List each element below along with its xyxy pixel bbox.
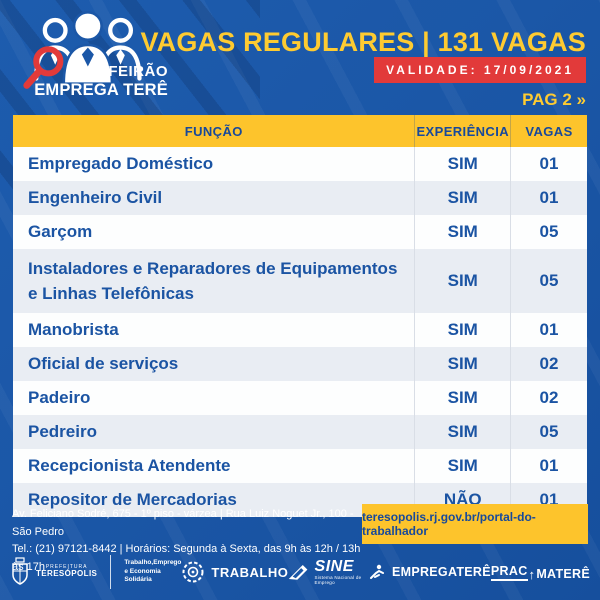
logo-line2: EMPREGA TERÊ [34,80,168,99]
up-arrow-icon: ↑ [528,566,536,582]
funcao-cell: Garçom [28,222,93,242]
funcao-cell: Instaladores e Reparadores de Equipament… [28,258,398,304]
partner-logos-bar: PREFEITURA TERESÓPOLIS Trabalho,Emprego … [10,547,590,597]
experiencia-cell: SIM [414,381,511,415]
people-search-icon [23,11,142,89]
table-row: Pedreiro SIM 05 [13,415,587,449]
table-row: Padeiro SIM 02 [13,381,587,415]
experiencia-cell: SIM [414,249,511,313]
vagas-cell: 05 [510,415,587,449]
table-header-row: FUNÇÃO EXPERIÊNCIA VAGAS [13,115,587,147]
funcao-cell: Engenheiro Civil [28,188,163,208]
vagas-cell: 02 [510,347,587,381]
logo-divider [110,555,112,589]
vagas-cell: 01 [510,147,587,181]
funcao-cell: Empregado Doméstico [28,154,214,174]
logo-wordmark: FEIRÃO EMPREGA TERÊ [8,63,168,99]
runner-icon [369,564,384,579]
column-header-funcao: FUNÇÃO [13,115,415,147]
experiencia-cell: SIM [414,347,511,381]
trabalho-label: TRABALHO [211,564,289,580]
table-row: Engenheiro Civil SIM 01 [13,181,587,215]
vagas-cell: 05 [510,249,587,313]
secretaria-label: Trabalho,Emprego e Economia Solidária [124,559,181,585]
coat-of-arms-icon [12,557,28,585]
secretaria-line3: Solidária [124,576,152,584]
address-line1: Av. Feliciano Sodré, 675 - 1º piso - vár… [12,508,354,538]
funcao-cell: Oficial de serviços [28,354,179,374]
website-link-badge[interactable]: teresopolis.rj.gov.br/portal-do-trabalha… [362,504,588,544]
experiencia-cell: SIM [414,449,511,483]
vagas-cell: 01 [510,449,587,483]
vagas-cell: 01 [510,313,587,347]
vagas-cell: 02 [510,381,587,415]
table-row: Oficial de serviços SIM 02 [13,347,587,381]
funcao-cell: Manobrista [28,320,119,340]
page-2-indicator[interactable]: PAG 2 » [522,90,586,109]
validity-badge: VALIDADE: 17/09/2021 [374,57,586,83]
table-row: Recepcionista Atendente SIM 01 [13,449,587,483]
sine-label: SINE [314,558,354,575]
funcao-cell: Pedreiro [28,422,97,442]
pracimatere-suffix: MATERÊ [536,566,590,581]
empregatere-label: EMPREGATERÊ [391,565,491,579]
table-row: Empregado Doméstico SIM 01 [13,147,587,181]
vagas-cell: 01 [510,181,587,215]
experiencia-cell: SIM [414,415,511,449]
logo-line1: FEIRÃO [108,63,168,80]
column-header-experiencia: EXPERIÊNCIA [414,115,511,147]
empregatere-logo: EMPREGATERÊ [368,564,491,580]
funcao-cell: Padeiro [28,388,91,408]
magnifier-icon [33,46,64,77]
secretaria-line2: e Economia [124,567,161,575]
vagas-cell: 05 [510,215,587,249]
table-row: Instaladores e Reparadores de Equipament… [13,249,587,313]
sine-logo: SINE Sistema Nacional de Emprego [288,559,368,585]
table-row: Manobrista SIM 01 [13,313,587,347]
funcao-cell: Repositor de Mercadorias [28,490,237,510]
prefeitura-teresopolis-logo: PREFEITURA TERESÓPOLIS Trabalho,Emprego … [10,555,181,589]
pracimatere-prefix: PRAC [490,564,528,581]
contact-address: Av. Feliciano Sodré, 675 - 1º piso - vár… [12,506,364,576]
experiencia-cell: SIM [414,215,511,249]
trabalho-logo: TRABALHO [181,560,288,584]
experiencia-cell: SIM [414,181,511,215]
gear-emblem-icon [182,561,204,583]
experiencia-cell: SIM [414,147,511,181]
prefeitura-wordmark: PREFEITURA TERESÓPOLIS [36,563,98,579]
sine-swoosh-icon [289,565,308,580]
feirao-emprega-tere-logo [22,8,152,99]
sine-tagline: Sistema Nacional de Emprego [314,575,362,585]
column-header-vagas: VAGAS [510,115,587,147]
page-title: VAGAS REGULARES | 131 VAGAS [140,27,586,57]
vacancies-table: FUNÇÃO EXPERIÊNCIA VAGAS Empregado Domés… [13,115,587,517]
sine-wordmark: SINE Sistema Nacional de Emprego [315,559,368,585]
secretaria-line1: Trabalho,Emprego [124,558,182,566]
prefeitura-small-label: PREFEITURA [45,563,88,570]
funcao-cell: Recepcionista Atendente [28,456,231,476]
prefeitura-name-label: TERESÓPOLIS [36,569,98,579]
experiencia-cell: SIM [414,313,511,347]
pracimatere-logo: PRAC ↑ MATERÊ [490,564,590,582]
table-row: Garçom SIM 05 [13,215,587,249]
